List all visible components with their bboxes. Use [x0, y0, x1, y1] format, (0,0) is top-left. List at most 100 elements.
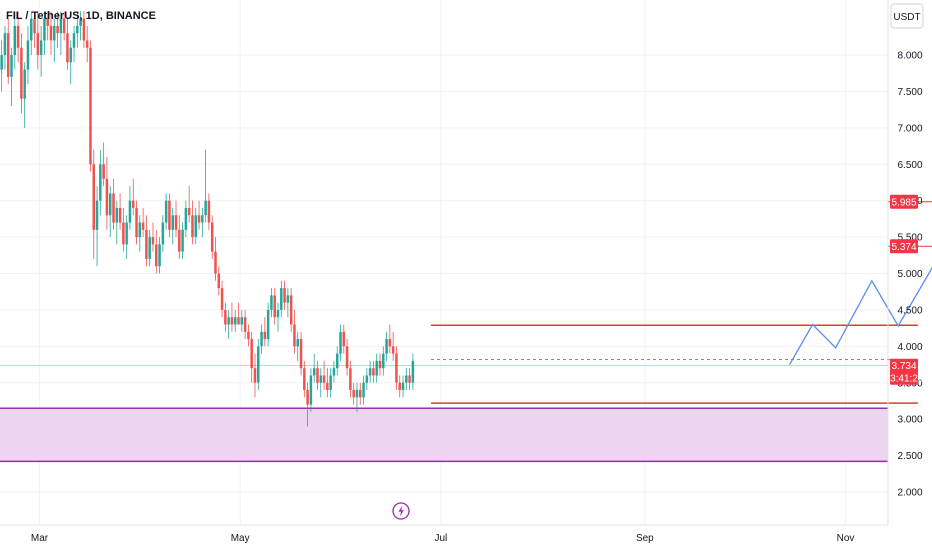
- candle: [161, 215, 165, 252]
- candle: [270, 288, 273, 318]
- candle: [191, 200, 194, 245]
- candle: [398, 375, 401, 398]
- y-tick-label: 5.500: [897, 233, 922, 244]
- x-tick-label: Jul: [434, 533, 447, 544]
- candle: [138, 215, 142, 252]
- candle: [168, 193, 171, 238]
- candles: [0, 11, 415, 427]
- currency-button[interactable]: [890, 3, 924, 29]
- candle: [43, 11, 46, 56]
- candle: [382, 346, 385, 376]
- candle: [263, 317, 267, 347]
- countdown-label: 03:41:28: [885, 374, 924, 385]
- candle: [171, 207, 174, 245]
- candle: [59, 11, 63, 56]
- y-tick-label: 3.000: [897, 415, 922, 426]
- candle: [23, 62, 26, 128]
- candle: [214, 237, 217, 281]
- candle: [92, 149, 96, 259]
- candle: [280, 280, 283, 318]
- candle: [56, 11, 59, 48]
- candle: [53, 18, 56, 63]
- candle: [243, 309, 247, 340]
- candle: [240, 309, 244, 332]
- candle: [359, 382, 362, 405]
- candle: [33, 11, 36, 48]
- demand-zone: [0, 407, 888, 463]
- candle: [217, 266, 221, 296]
- candle: [79, 11, 82, 41]
- candle: [135, 200, 138, 245]
- candle: [378, 353, 382, 376]
- candle: [66, 18, 69, 70]
- candle: [46, 11, 49, 41]
- candle: [395, 346, 398, 391]
- candle: [250, 331, 253, 383]
- candle: [220, 280, 224, 318]
- candle: [105, 156, 109, 230]
- candle: [148, 229, 151, 267]
- candle: [6, 18, 10, 85]
- candle: [345, 339, 349, 376]
- candle: [227, 309, 230, 340]
- candle: [118, 193, 122, 230]
- candle: [309, 368, 313, 412]
- candle: [253, 353, 257, 398]
- candle: [204, 149, 207, 223]
- candle: [362, 375, 365, 405]
- candle: [181, 222, 184, 259]
- candle: [339, 324, 342, 361]
- candle: [30, 11, 33, 56]
- candle: [72, 25, 76, 63]
- candle: [131, 178, 135, 216]
- candle: [76, 11, 79, 48]
- candle: [26, 25, 30, 85]
- x-tick-label: Mar: [31, 533, 49, 544]
- candle: [233, 309, 237, 332]
- candle: [224, 302, 227, 332]
- time-axis[interactable]: MarMayJulSepNov2025MarMayJul: [31, 533, 932, 544]
- candle: [296, 331, 299, 361]
- y-tick-label: 2.500: [897, 451, 922, 462]
- price-badge-label: 5.374: [891, 242, 916, 253]
- candle: [335, 346, 339, 376]
- candle: [385, 331, 388, 361]
- candle: [388, 324, 392, 354]
- candle: [372, 360, 375, 383]
- candle: [342, 324, 346, 354]
- y-tick-label: 4.500: [897, 305, 922, 316]
- candle: [260, 324, 263, 354]
- candle: [210, 215, 214, 259]
- candle: [145, 215, 148, 267]
- candle: [266, 302, 270, 347]
- candle: [257, 339, 260, 391]
- indicator-flash-button[interactable]: [392, 502, 410, 520]
- candle: [207, 193, 211, 230]
- candle: [89, 40, 92, 172]
- candle: [326, 368, 329, 398]
- y-tick-label: 7.500: [897, 87, 922, 98]
- y-tick-label: 2.000: [897, 488, 922, 499]
- x-tick-label: Sep: [636, 533, 654, 544]
- price-badge: 5.374: [890, 239, 918, 254]
- candle: [329, 368, 332, 398]
- price-badge-label: 3.734: [891, 361, 916, 372]
- candle: [178, 215, 181, 259]
- candle: [112, 178, 115, 230]
- candle: [405, 368, 408, 391]
- price-badge: 3.734 03:41:28: [885, 358, 924, 385]
- currency-selector[interactable]: USDT: [890, 3, 924, 29]
- y-tick-label: 8.000: [897, 51, 922, 62]
- candle: [306, 382, 309, 427]
- demand-zone-fill: [0, 408, 888, 462]
- candle: [155, 229, 158, 274]
- candle: [82, 11, 86, 48]
- candle: [151, 222, 155, 252]
- x-tick-label: Nov: [837, 533, 855, 544]
- candle: [125, 215, 128, 259]
- candle: [95, 186, 99, 267]
- candle: [365, 368, 369, 391]
- price-badge: 5.985: [890, 194, 918, 209]
- y-tick-label: 4.000: [897, 342, 922, 353]
